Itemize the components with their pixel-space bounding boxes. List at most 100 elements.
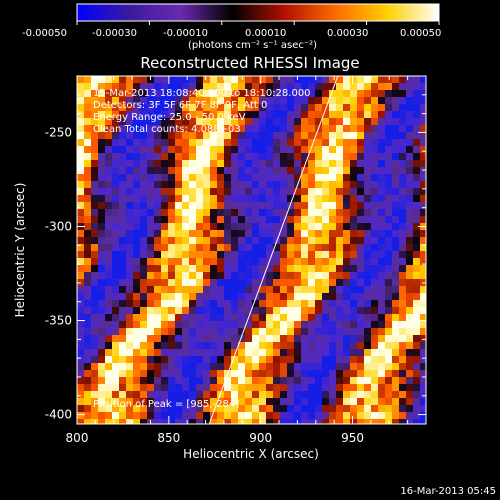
heatmap-cell <box>315 349 323 357</box>
heatmap-cell <box>273 153 281 161</box>
heatmap-cell <box>357 272 365 280</box>
heatmap-cell <box>357 342 365 350</box>
heatmap-cell <box>280 363 288 371</box>
heatmap-cell <box>420 174 426 182</box>
heatmap-cell <box>350 125 358 133</box>
heatmap-cell <box>84 125 92 133</box>
heatmap-cell <box>161 272 169 280</box>
heatmap-cell <box>392 349 400 357</box>
heatmap-cell <box>133 258 141 266</box>
heatmap-cell <box>378 251 386 259</box>
heatmap-cell <box>259 139 267 147</box>
heatmap-cell <box>343 377 351 385</box>
heatmap-cell <box>406 321 414 329</box>
heatmap-cell <box>336 230 344 238</box>
heatmap-cell <box>357 181 365 189</box>
heatmap-cell <box>406 265 414 273</box>
heatmap-cell <box>203 349 211 357</box>
heatmap-cell <box>182 342 190 350</box>
heatmap-cell <box>175 342 183 350</box>
heatmap-cell <box>378 216 386 224</box>
heatmap-cell <box>294 265 302 273</box>
heatmap-cell <box>140 83 148 91</box>
heatmap-cell <box>84 293 92 301</box>
heatmap-cell <box>406 146 414 154</box>
heatmap-cell <box>133 272 141 280</box>
heatmap-cell <box>266 111 274 119</box>
heatmap-cell <box>91 216 99 224</box>
heatmap-cell <box>91 83 99 91</box>
heatmap-cell <box>301 181 309 189</box>
heatmap-cell <box>287 83 295 91</box>
heatmap-cell <box>294 97 302 105</box>
heatmap-cell <box>112 237 120 245</box>
colorbar-tick-label-5: 0.00050 <box>400 28 441 39</box>
heatmap-cell <box>77 328 85 336</box>
heatmap-cell <box>84 265 92 273</box>
heatmap-cell <box>210 398 218 406</box>
heatmap-cell <box>266 356 274 364</box>
heatmap-cell <box>252 335 260 343</box>
heatmap-cell <box>175 139 183 147</box>
heatmap-cell <box>406 279 414 287</box>
heatmap-cell <box>315 111 323 119</box>
heatmap-cell <box>371 370 379 378</box>
heatmap-cell <box>189 160 197 168</box>
heatmap-cell <box>315 279 323 287</box>
heatmap-cell <box>182 104 190 112</box>
heatmap-cell <box>175 174 183 182</box>
heatmap-cell <box>161 76 169 84</box>
heatmap-cell <box>98 167 106 175</box>
heatmap-cell <box>154 181 162 189</box>
heatmap-cell <box>161 111 169 119</box>
heatmap-cell <box>287 300 295 308</box>
heatmap-cell <box>98 153 106 161</box>
heatmap-cell <box>217 104 225 112</box>
heatmap-cell <box>203 167 211 175</box>
heatmap-cell <box>371 279 379 287</box>
heatmap-cell <box>301 321 309 329</box>
heatmap-cell <box>217 321 225 329</box>
heatmap-cell <box>189 118 197 126</box>
heatmap-cell <box>336 118 344 126</box>
heatmap-cell <box>77 300 85 308</box>
heatmap-cell <box>245 321 253 329</box>
heatmap-cell <box>231 356 239 364</box>
heatmap-cell <box>273 272 281 280</box>
heatmap-cell <box>168 83 176 91</box>
heatmap-cell <box>357 90 365 98</box>
heatmap-cell <box>147 153 155 161</box>
heatmap-cell <box>210 321 218 329</box>
heatmap-cell <box>364 76 372 84</box>
heatmap-cell <box>105 223 113 231</box>
heatmap-cell <box>259 146 267 154</box>
heatmap-cell <box>175 286 183 294</box>
heatmap-cell <box>322 90 330 98</box>
heatmap-cell <box>154 265 162 273</box>
heatmap-cell <box>357 83 365 91</box>
heatmap-cell <box>210 265 218 273</box>
heatmap-cell <box>350 293 358 301</box>
heatmap-cell <box>210 335 218 343</box>
heatmap-cell <box>168 223 176 231</box>
heatmap-cell <box>203 286 211 294</box>
heatmap-cell <box>343 405 351 413</box>
heatmap-cell <box>154 279 162 287</box>
heatmap-cell <box>301 160 309 168</box>
heatmap-cell <box>273 132 281 140</box>
heatmap-cell <box>91 398 99 406</box>
heatmap-cell <box>308 377 316 385</box>
heatmap-cell <box>224 153 232 161</box>
plot-frame <box>76 75 427 425</box>
heatmap-cell <box>224 202 232 210</box>
heatmap-cell <box>224 132 232 140</box>
heatmap-cell <box>91 188 99 196</box>
heatmap-cell <box>119 363 127 371</box>
heatmap-cell <box>217 76 225 84</box>
heatmap-cell <box>189 272 197 280</box>
heatmap-cell <box>203 279 211 287</box>
heatmap-cell <box>259 202 267 210</box>
heatmap-cell <box>238 188 246 196</box>
heatmap-cell <box>245 209 253 217</box>
heatmap-cell <box>301 370 309 378</box>
